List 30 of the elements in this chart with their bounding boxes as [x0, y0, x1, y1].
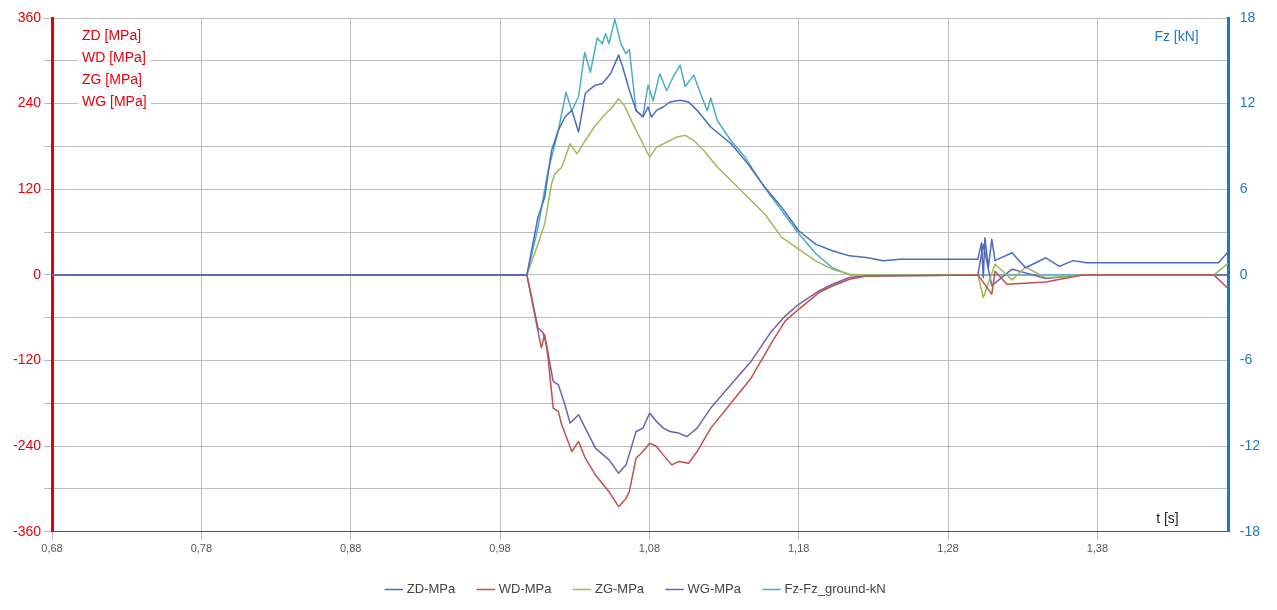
- x-tick-label: 0,98: [489, 542, 511, 555]
- legend-label: Fz-Fz_ground-kN: [784, 581, 886, 597]
- legend-label: WD-MPa: [498, 581, 553, 597]
- y-tick-label: 360: [17, 8, 42, 25]
- x-tick-label: 0,78: [190, 542, 213, 555]
- x-tick-label: 0,68: [41, 542, 63, 555]
- y-tick-label: 0: [33, 265, 42, 282]
- x-tick-label: 1,18: [787, 542, 810, 555]
- x-tick-label: 1,28: [937, 542, 959, 555]
- legend-label: ZG-MPa: [594, 581, 645, 597]
- legend-label: ZD-MPa: [406, 581, 457, 597]
- y-tick-label: -360: [12, 522, 42, 539]
- y-axis-title: ZD [MPa] WD [MPa] ZG [MPa] WG [MPa]: [82, 26, 147, 109]
- x-tick-label: 1,38: [1086, 542, 1109, 555]
- y-tick-label: 240: [17, 94, 42, 111]
- x-axis-title: t [s]: [1156, 509, 1179, 526]
- y2-tick-label: 0: [1239, 265, 1248, 282]
- y-tick-label: -120: [12, 351, 42, 368]
- legend-label: WG-MPa: [687, 581, 742, 597]
- y2-tick-label: -18: [1239, 522, 1261, 539]
- y-tick-label: 120: [17, 180, 42, 197]
- y-tick-label: -240: [12, 437, 42, 454]
- y2-tick-label: 6: [1239, 180, 1248, 197]
- x-tick-label: 1,08: [638, 542, 661, 555]
- y2-tick-label: 18: [1239, 8, 1256, 25]
- y2-tick-label: -6: [1239, 351, 1253, 368]
- y2-tick-label: -12: [1239, 437, 1261, 454]
- y2-tick-label: 12: [1239, 94, 1256, 111]
- x-tick-label: 0,88: [339, 542, 362, 555]
- y2-axis-title: Fz [kN]: [1154, 27, 1199, 44]
